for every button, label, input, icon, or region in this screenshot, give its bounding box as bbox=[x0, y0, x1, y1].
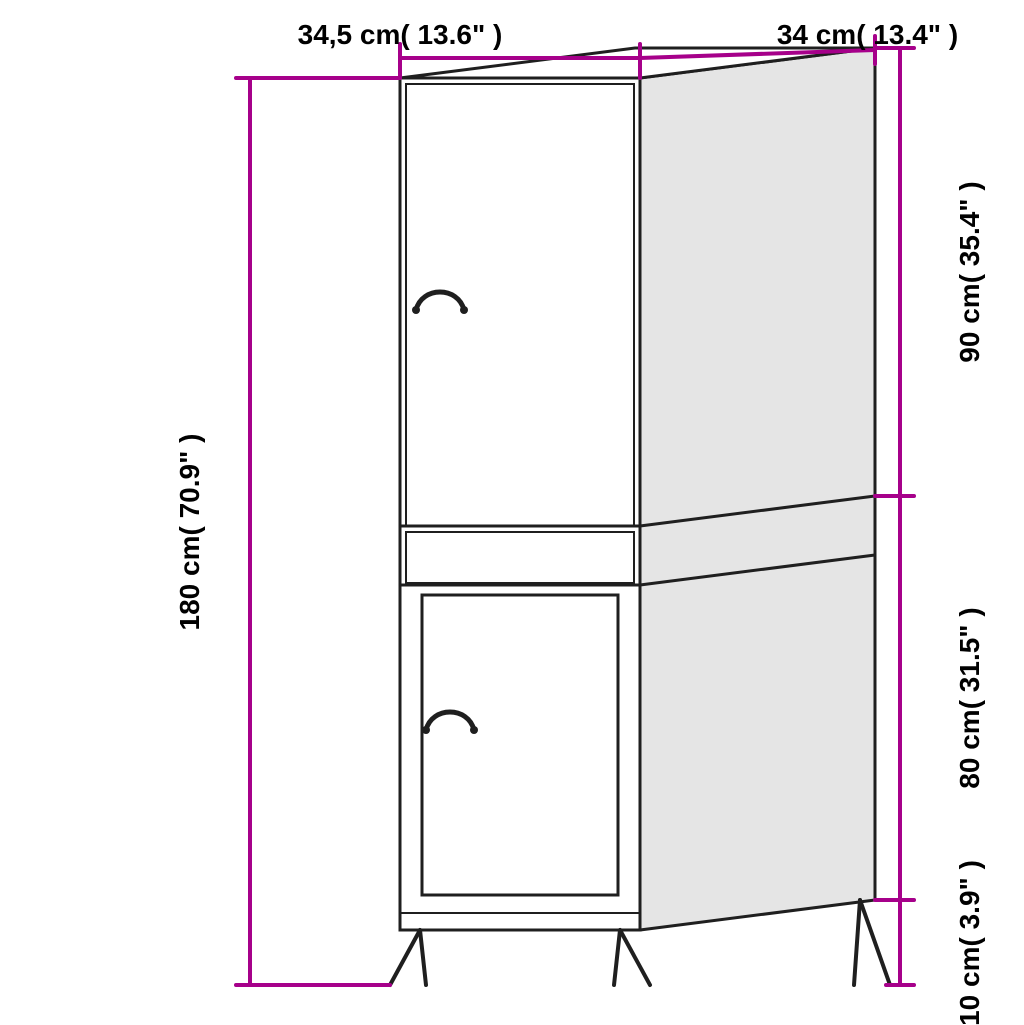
label-upper-height: 90 cm( 35.4" ) bbox=[954, 181, 986, 362]
label-leg-height: 10 cm( 3.9" ) bbox=[954, 860, 986, 1025]
diagram-stage: 34,5 cm( 13.6" ) 34 cm( 13.4" ) 180 cm( … bbox=[0, 0, 1024, 1024]
label-width: 34,5 cm( 13.6" ) bbox=[298, 19, 503, 51]
diagram-svg bbox=[0, 0, 1024, 1024]
label-lower-height: 80 cm( 31.5" ) bbox=[954, 607, 986, 788]
label-depth: 34 cm( 13.4" ) bbox=[777, 19, 958, 51]
label-total-height: 180 cm( 70.9" ) bbox=[174, 433, 206, 630]
